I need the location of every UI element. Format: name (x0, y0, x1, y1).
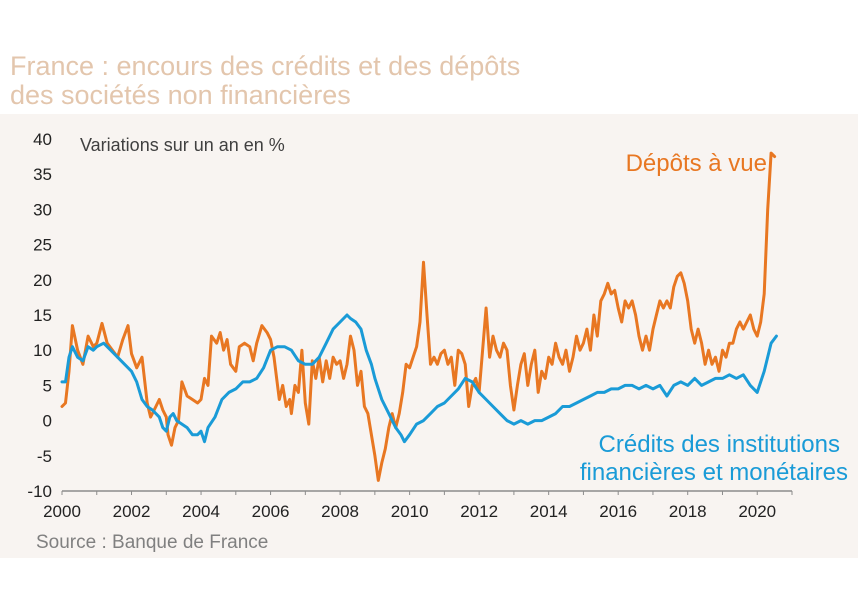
series-group (60, 151, 778, 482)
y-tick-label: 35 (33, 165, 52, 184)
x-tick-label: 2012 (460, 502, 498, 521)
y-tick-label: 30 (33, 200, 52, 219)
series-line-depots (60, 151, 777, 482)
x-tick-label: 2004 (182, 502, 220, 521)
x-tick-label: 2020 (738, 502, 776, 521)
chart-title-line1: France : encours des crédits et des dépô… (10, 51, 521, 81)
y-tick-label: 25 (33, 236, 52, 255)
x-tick-label: 2018 (669, 502, 707, 521)
x-tick-label: 2006 (252, 502, 290, 521)
y-tick-label: -10 (27, 482, 52, 501)
y-tick-label: 20 (33, 271, 52, 290)
y-axis: 40 35 30 25 20 15 10 5 0 -5 -10 (27, 130, 52, 501)
y-tick-label: 0 (43, 412, 52, 431)
x-tick-label: 2008 (321, 502, 359, 521)
chart-title-line2: des sociétés non financières (10, 80, 351, 110)
header: France : encours des crédits et des dépô… (0, 0, 858, 112)
x-tick-label: 2016 (599, 502, 637, 521)
y-tick-label: 15 (33, 306, 52, 325)
series-line-credits (60, 313, 778, 444)
y-tick-label: 10 (33, 341, 52, 360)
x-tick-label: 2000 (43, 502, 81, 521)
y-tick-label: -5 (37, 447, 52, 466)
series-label-credits-line2: financières et monétaires (580, 459, 848, 486)
y-axis-label: Variations sur un an en % (80, 135, 285, 155)
x-tick-label: 2010 (391, 502, 429, 521)
y-tick-label: 40 (33, 130, 52, 149)
chart-title: France : encours des crédits et des dépô… (10, 52, 520, 110)
source-note: Source : Banque de France (36, 532, 269, 553)
x-axis: 2000 2002 2004 2006 2008 2010 2012 2014 2016 2018… (43, 490, 793, 521)
x-tick-label: 2002 (113, 502, 151, 521)
x-tick-label: 2014 (530, 502, 568, 521)
series-label-credits-line1: Crédits des institutions (599, 431, 840, 458)
series-label-depots: Dépôts à vue (626, 150, 767, 177)
y-tick-label: 5 (43, 376, 52, 395)
